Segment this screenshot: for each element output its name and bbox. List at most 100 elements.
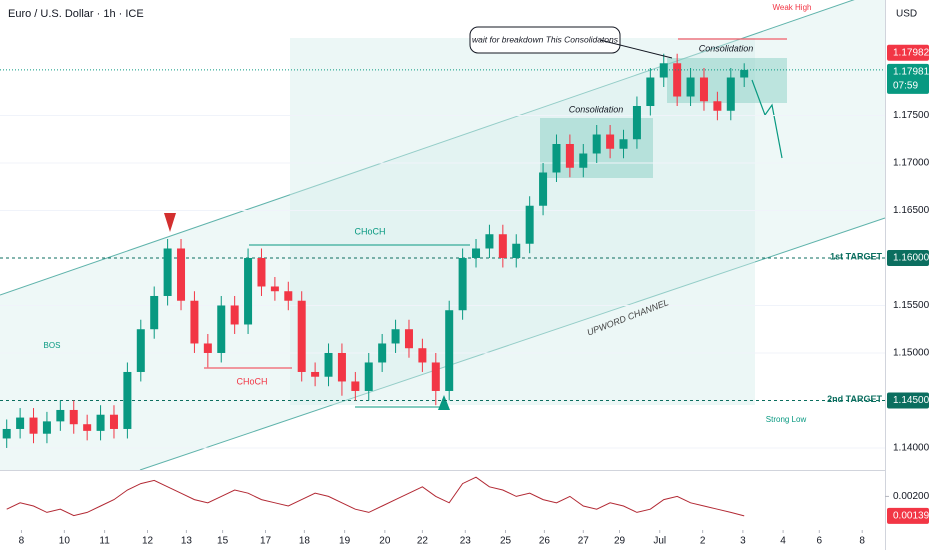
candle-body <box>458 257 467 311</box>
candle-body <box>699 77 708 102</box>
price-tag-label: 1.17981 <box>893 66 930 77</box>
candle-body <box>565 144 574 168</box>
candle-body <box>713 101 722 111</box>
candle-body <box>431 362 440 391</box>
value-tag-label: 0.00139 <box>893 511 930 522</box>
candle-body <box>337 352 346 382</box>
x-tick-label: 2 <box>700 536 706 547</box>
candle-body <box>257 257 266 287</box>
target-name: 2nd TARGET <box>827 394 882 404</box>
y-tick-label: 1.15000 <box>893 348 930 359</box>
candle-body <box>539 172 548 206</box>
candle-body <box>485 234 494 249</box>
indicator-line <box>6 476 745 517</box>
x-tick-label: 18 <box>299 536 311 547</box>
x-tick-label: 29 <box>614 536 626 547</box>
x-tick-label: 17 <box>260 536 272 547</box>
candle-body <box>96 414 105 431</box>
currency: USD <box>896 9 917 20</box>
arrow-up <box>438 395 450 410</box>
candle-body <box>311 371 320 377</box>
callout-pointer <box>599 39 673 59</box>
candle-body <box>109 414 118 429</box>
candle-body <box>606 134 615 149</box>
candle-body <box>190 300 199 344</box>
candle-body <box>726 77 735 111</box>
candle-body <box>2 428 11 439</box>
weak-high-label: Weak High <box>773 3 812 12</box>
x-tick-label: 26 <box>539 536 551 547</box>
candle-body <box>404 329 413 349</box>
consolidation-label: Consolidation <box>699 43 754 53</box>
choch-label: CHoCH <box>236 376 267 386</box>
candle-body <box>498 234 507 258</box>
x-tick-label: 19 <box>339 536 351 547</box>
y-tick-label: 0.00200 <box>893 491 930 502</box>
candle-body <box>472 248 481 258</box>
candle-body <box>673 63 682 97</box>
candle-body <box>445 310 454 391</box>
candle-body <box>42 421 51 434</box>
candle-body <box>324 352 333 377</box>
candle-body <box>136 329 145 372</box>
y-tick-label: 1.17500 <box>893 110 930 121</box>
x-tick-label: 4 <box>780 536 786 547</box>
callout-text: wait for breakdown This Consolidatons <box>472 34 619 44</box>
candle-body <box>525 205 534 244</box>
x-tick-label: 23 <box>460 536 472 547</box>
price-tag-label: 1.17982 <box>893 47 930 58</box>
price-tag <box>887 392 929 409</box>
y-tick-label: 1.15500 <box>893 300 930 311</box>
candle-body <box>579 153 588 168</box>
x-tick-label: Jul <box>653 536 666 547</box>
candle-body <box>351 381 360 391</box>
y-tick-label: 1.17000 <box>893 158 930 169</box>
candle-body <box>150 295 159 330</box>
candle-body <box>56 409 65 422</box>
candle-body <box>686 77 695 97</box>
value-tag <box>887 507 929 524</box>
x-tick-label: 3 <box>740 536 746 547</box>
price-tag-label: 1.16000 <box>893 253 930 264</box>
countdown: 07:59 <box>893 80 918 91</box>
projection <box>751 79 783 159</box>
candle-body <box>512 243 521 258</box>
candle-body <box>230 305 239 325</box>
candle-body <box>418 348 427 363</box>
arrow-down <box>164 213 176 232</box>
candle-body <box>619 139 628 149</box>
candle-body <box>378 343 387 363</box>
candle-body <box>297 300 306 372</box>
candle-body <box>632 106 641 140</box>
candle-body <box>244 257 253 325</box>
candle-body <box>29 417 38 434</box>
chart-title: Euro / U.S. Dollar · 1h · ICE <box>8 8 144 20</box>
candle-body <box>83 424 92 431</box>
x-tick-label: 22 <box>417 536 429 547</box>
candle-body <box>740 69 749 78</box>
x-tick-label: 10 <box>59 536 71 547</box>
candle-body <box>203 343 212 353</box>
choch-label: CHoCH <box>354 226 385 236</box>
candle-body <box>16 417 25 429</box>
x-tick-label: 13 <box>181 536 193 547</box>
candle-body <box>284 291 293 301</box>
x-tick-label: 8 <box>859 536 865 547</box>
price-tag-label: 1.14500 <box>893 395 930 406</box>
bos-label: BOS <box>44 341 61 350</box>
y-tick-label: 1.16500 <box>893 205 930 216</box>
price-tag <box>887 44 929 61</box>
channel-upper <box>0 0 855 296</box>
candle-body <box>177 248 186 301</box>
candle-body <box>646 77 655 107</box>
candle-body <box>69 409 78 425</box>
x-tick-label: 12 <box>142 536 154 547</box>
price-tag <box>887 63 929 94</box>
x-tick-label: 27 <box>578 536 590 547</box>
x-tick-label: 20 <box>379 536 391 547</box>
channel-lower <box>139 217 886 471</box>
candle-body <box>163 248 172 296</box>
x-tick-label: 6 <box>817 536 823 547</box>
